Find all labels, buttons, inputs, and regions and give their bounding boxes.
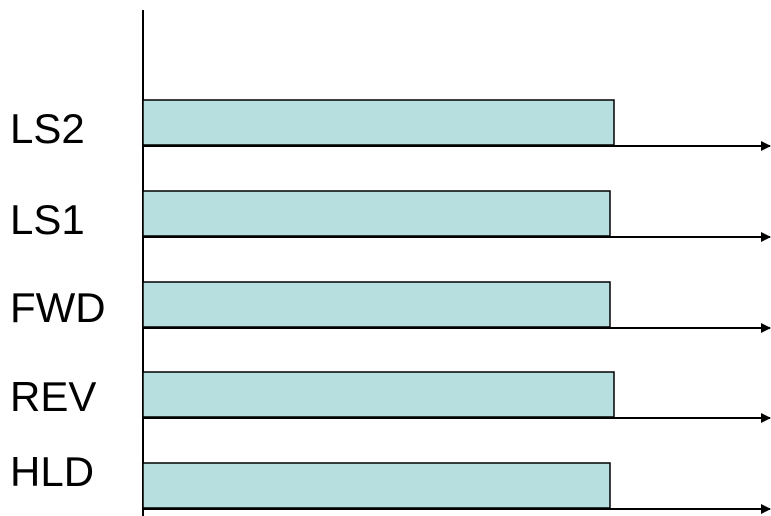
- signal-bar-ls2: [142, 99, 615, 146]
- signal-label-fwd: FWD: [10, 284, 106, 331]
- signal-label-ls1: LS1: [10, 196, 85, 243]
- signal-row-rev: REV: [10, 371, 771, 423]
- signal-bar-rev: [142, 371, 615, 418]
- signal-row-hld: HLD: [10, 448, 771, 514]
- signal-row-ls1: LS1: [10, 190, 771, 243]
- signal-label-hld: HLD: [10, 448, 94, 495]
- signal-bar-fwd: [142, 281, 611, 328]
- signal-row-ls2: LS2: [10, 99, 771, 152]
- signal-label-rev: REV: [10, 373, 96, 420]
- signal-bar-ls1: [142, 190, 611, 237]
- signal-bar-hld: [142, 462, 611, 509]
- signal-row-fwd: FWD: [10, 281, 771, 333]
- signal-label-ls2: LS2: [10, 105, 85, 152]
